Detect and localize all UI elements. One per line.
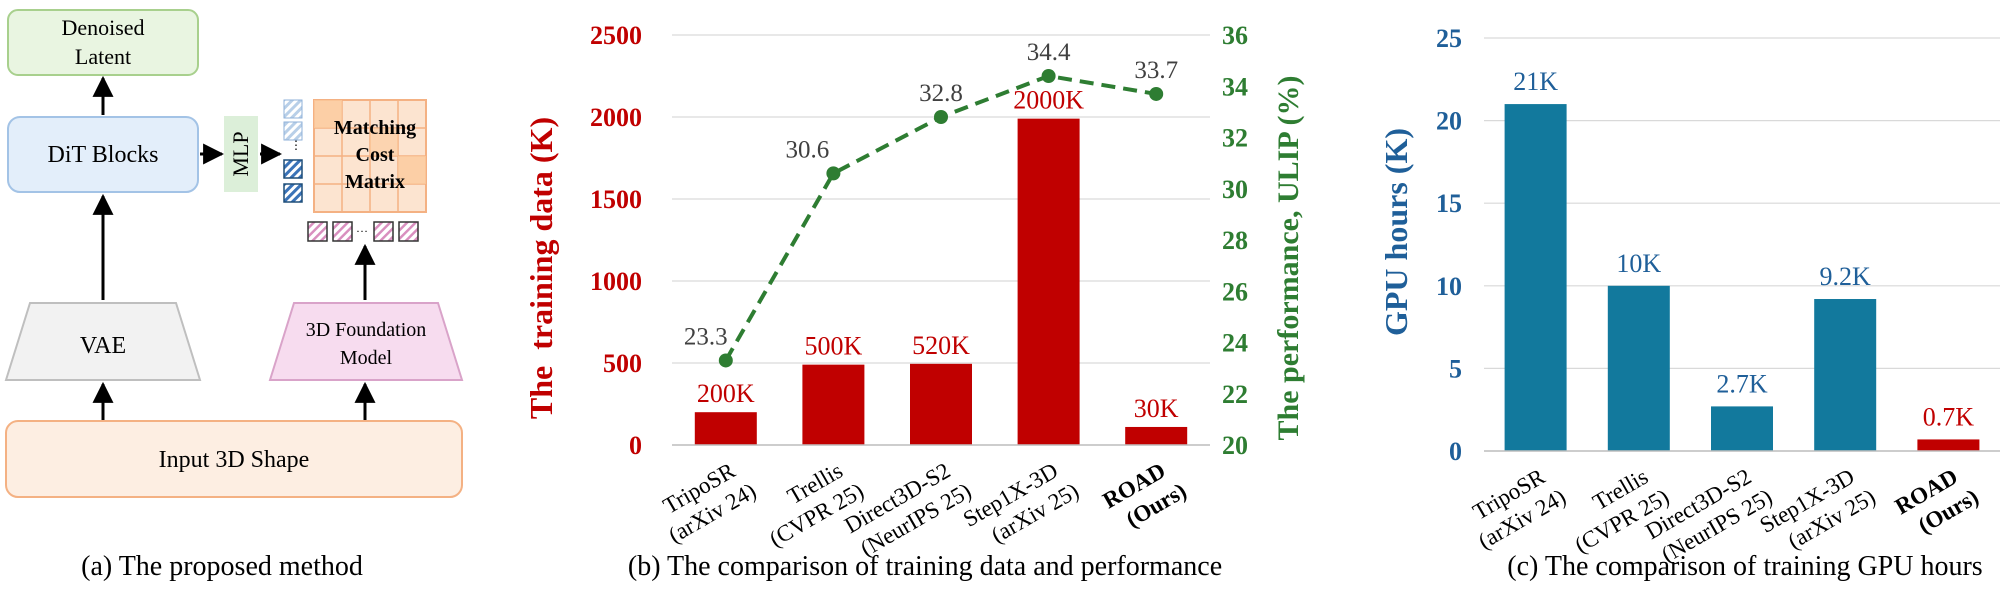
c-y-tick-label: 5 bbox=[1449, 354, 1462, 383]
token-square bbox=[283, 159, 303, 179]
b-performance-point bbox=[1149, 86, 1164, 101]
c-category-label: TripoSR(arXiv 24) bbox=[1469, 463, 1570, 553]
input-shape-box bbox=[5, 420, 463, 498]
b-bar bbox=[802, 364, 865, 445]
b-bar bbox=[1125, 426, 1188, 445]
panel-b-chart: 200K 500K 520K 2000K 30K 23.3 30.6 32.8 34.4 33.… bbox=[523, 21, 1305, 582]
foundation-trapezoid bbox=[268, 302, 464, 381]
c-y-tick-label: 10 bbox=[1436, 272, 1462, 301]
b-left-tick-label: 500 bbox=[603, 349, 642, 378]
c-bar bbox=[1504, 104, 1567, 451]
b-performance-value-label: 30.6 bbox=[786, 136, 830, 163]
vae-label: VAE bbox=[80, 333, 126, 359]
b-performance-point bbox=[826, 166, 841, 181]
c-bar bbox=[1814, 299, 1877, 451]
c-category-label: Step1X-3D(arXiv 25) bbox=[1755, 464, 1879, 554]
foundation-label-line1: 3D Foundation bbox=[306, 319, 427, 341]
c-y-tick-label: 15 bbox=[1436, 189, 1462, 218]
b-right-tick-label: 26 bbox=[1222, 277, 1248, 306]
b-performance-point bbox=[718, 353, 733, 368]
b-right-tick-label: 22 bbox=[1222, 380, 1248, 409]
b-performance-point bbox=[1041, 69, 1056, 83]
c-bar-value-label: 10K bbox=[1616, 249, 1661, 278]
b-category-label: Direct3D-S2(NeurIPS 25) bbox=[840, 458, 975, 562]
b-left-tick-label: 1000 bbox=[590, 267, 642, 296]
b-right-tick-label: 32 bbox=[1222, 124, 1248, 153]
b-category-label: Trellis(CVPR 25) bbox=[765, 458, 868, 552]
b-left-tick-label: 1500 bbox=[590, 185, 642, 214]
c-bar-value-label: 9.2K bbox=[1820, 262, 1872, 291]
caption-b: (b) The comparison of training data and … bbox=[628, 551, 1222, 582]
caption-a: (a) The proposed method bbox=[81, 551, 363, 582]
b-bar bbox=[694, 412, 757, 445]
b-performance-point bbox=[934, 110, 948, 124]
token-square bbox=[307, 221, 328, 242]
b-left-tick-label: 0 bbox=[629, 431, 642, 460]
b-bar-value-label: 30K bbox=[1134, 394, 1179, 423]
b-bar-value-label: 200K bbox=[697, 379, 755, 408]
c-bar-value-label: 21K bbox=[1513, 67, 1558, 96]
token-square bbox=[398, 221, 419, 242]
b-category-label: TripoSR(arXiv 24) bbox=[659, 457, 760, 547]
c-y-tick-label: 0 bbox=[1449, 437, 1462, 466]
c-category-label: Trellis(CVPR 25) bbox=[1571, 464, 1674, 558]
c-bar bbox=[1607, 285, 1670, 451]
token-square bbox=[283, 121, 303, 141]
mlp-label: MLP bbox=[228, 131, 253, 176]
b-bar-value-label: 500K bbox=[805, 332, 863, 361]
b-category-label: ROAD(Ours) bbox=[1099, 458, 1191, 532]
token-square bbox=[283, 99, 303, 119]
dit-blocks-box bbox=[7, 116, 199, 193]
b-performance-value-label: 32.8 bbox=[919, 80, 963, 107]
b-right-tick-label: 30 bbox=[1222, 175, 1248, 204]
panel-c-chart: 21K 10K 2.7K 9.2K 0.7K 0 5 10 15 20 25 TripoSR(ar… bbox=[1378, 24, 2000, 582]
matrix-label-line1: Matching bbox=[334, 117, 416, 139]
denoised-latent-box bbox=[7, 9, 199, 76]
b-right-tick-label: 34 bbox=[1222, 72, 1248, 101]
b-bar bbox=[1017, 118, 1080, 445]
b-category-label: Step1X-3D(arXiv 25) bbox=[959, 458, 1083, 548]
b-bar-value-label: 2000K bbox=[1013, 86, 1084, 115]
b-right-tick-label: 20 bbox=[1222, 431, 1248, 460]
c-category-label: ROAD(Ours) bbox=[1891, 464, 1983, 538]
b-performance-value-label: 23.3 bbox=[684, 323, 728, 350]
b-right-tick-label: 28 bbox=[1222, 226, 1248, 255]
b-right-axis-title: The performance, ULIP (%) bbox=[1272, 76, 1305, 441]
b-performance-value-label: 34.4 bbox=[1027, 39, 1071, 66]
vae-trapezoid bbox=[4, 302, 202, 381]
c-bar bbox=[1917, 439, 1980, 451]
denoised-label-line1: Denoised bbox=[61, 15, 144, 40]
denoised-label-line2: Latent bbox=[75, 44, 131, 69]
c-y-tick-label: 20 bbox=[1436, 107, 1462, 136]
matrix-label-line2: Cost bbox=[356, 144, 395, 166]
b-right-tick-label: 36 bbox=[1222, 21, 1248, 50]
caption-c: (c) The comparison of training GPU hours bbox=[1507, 551, 1982, 582]
token-square bbox=[373, 221, 394, 242]
b-left-tick-label: 2500 bbox=[590, 21, 642, 50]
b-performance-value-label: 33.7 bbox=[1134, 57, 1178, 84]
panel-a-diagram: Denoised Latent DiT Blocks MLP ⋮ Matchin… bbox=[4, 9, 464, 582]
c-y-axis-title: GPU hours (K) bbox=[1378, 128, 1414, 336]
c-bar bbox=[1711, 406, 1773, 451]
foundation-label-line2: Model bbox=[340, 347, 393, 369]
b-right-tick-label: 24 bbox=[1222, 329, 1248, 358]
dit-blocks-label: DiT Blocks bbox=[48, 142, 159, 168]
c-y-tick-label: 25 bbox=[1436, 24, 1462, 53]
token-ellipsis: ⋮ bbox=[290, 138, 302, 152]
input-shape-label: Input 3D Shape bbox=[159, 447, 310, 473]
b-bar-value-label: 520K bbox=[912, 331, 970, 360]
b-bar bbox=[910, 363, 972, 445]
c-bar-value-label: 0.7K bbox=[1923, 402, 1975, 431]
b-left-tick-label: 2000 bbox=[590, 103, 642, 132]
c-bar-value-label: 2.7K bbox=[1716, 369, 1768, 398]
b-left-axis-title: The training data (K) bbox=[523, 117, 559, 419]
token-square bbox=[332, 221, 353, 242]
token-square bbox=[283, 183, 303, 203]
mlp-box bbox=[224, 116, 258, 192]
matrix-label-line3: Matrix bbox=[345, 171, 405, 193]
token-ellipsis: … bbox=[356, 221, 368, 235]
